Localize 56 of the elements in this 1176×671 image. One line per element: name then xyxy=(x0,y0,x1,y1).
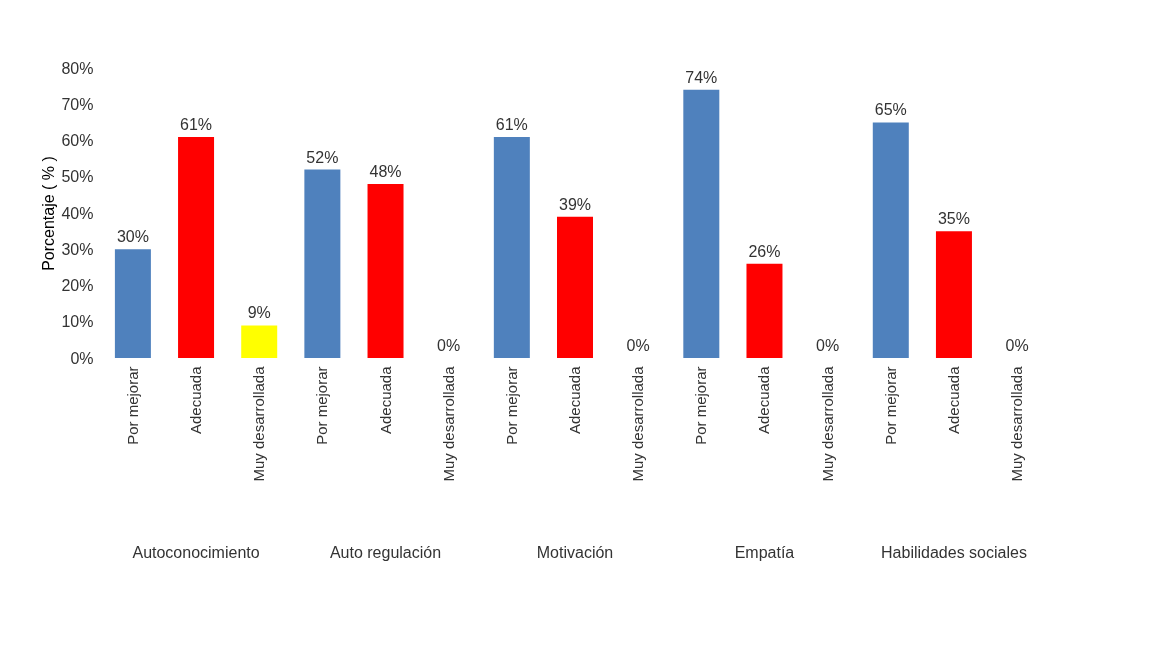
bar xyxy=(241,325,278,358)
data-label: 65% xyxy=(874,101,907,119)
bar xyxy=(935,231,972,358)
x-tick-label: Por mejorar xyxy=(692,366,710,445)
data-label: 61% xyxy=(495,115,528,133)
y-tick-label: 10% xyxy=(61,313,94,331)
x-tick-label: Adecuada xyxy=(755,365,773,435)
x-tick-label: Por mejorar xyxy=(881,366,899,445)
text: Auto regulación xyxy=(329,544,442,561)
y-tick-label: 20% xyxy=(61,277,94,294)
text: Habilidades sociales xyxy=(881,544,1027,561)
text: Autoconocimiento xyxy=(132,544,260,561)
x-tick-label: Por mejorar xyxy=(502,366,520,445)
y-tick-label: 60% xyxy=(61,132,94,149)
bar xyxy=(746,263,783,358)
y-tick-label: 50% xyxy=(61,168,94,186)
x-tick-label: Muy desarrollada xyxy=(250,365,268,482)
x-tick-label: Muy desarrollada xyxy=(439,365,457,482)
y-axis-title: Porcentaje ( % ) xyxy=(40,156,58,271)
x-tick-label: Adecuada xyxy=(187,365,205,435)
data-label: 48% xyxy=(369,163,402,180)
data-label: 52% xyxy=(306,148,339,166)
y-tick-label: 30% xyxy=(61,240,94,258)
y-tick-label: 40% xyxy=(61,204,94,222)
data-label: 30% xyxy=(116,228,149,246)
data-label: 61% xyxy=(180,115,213,133)
bar xyxy=(178,136,215,358)
bar xyxy=(872,122,909,358)
bar xyxy=(557,216,593,358)
y-tick-label: 70% xyxy=(61,95,94,113)
y-tick-label: 0% xyxy=(70,349,94,367)
bar xyxy=(367,184,404,358)
data-label: 35% xyxy=(937,210,970,228)
x-tick-label: Muy desarrollada xyxy=(818,365,836,482)
x-tick-label: Muy desarrollada xyxy=(1008,365,1026,482)
x-tick-label: Adecuada xyxy=(376,365,394,435)
x-tick-label: Adecuada xyxy=(566,365,583,435)
bar xyxy=(114,249,151,358)
data-label: 39% xyxy=(558,195,592,213)
x-tick-label: Por mejorar xyxy=(123,366,141,445)
bar xyxy=(493,136,530,358)
x-tick-label: Muy desarrollada xyxy=(629,365,647,482)
bar xyxy=(683,89,720,358)
data-label: 0% xyxy=(626,337,650,354)
y-tick-label: 80% xyxy=(61,59,94,77)
data-label: 9% xyxy=(247,304,271,322)
bar xyxy=(304,169,341,358)
data-label: 74% xyxy=(685,68,718,86)
x-tick-label: Adecuada xyxy=(944,365,962,435)
data-label: 26% xyxy=(748,242,781,260)
data-label: 0% xyxy=(816,337,840,354)
data-label: 0% xyxy=(437,337,461,354)
data-label: 0% xyxy=(1005,337,1029,354)
x-tick-label: Por mejorar xyxy=(313,366,331,445)
text: Motivación xyxy=(536,544,614,561)
text: Empatía xyxy=(734,544,795,561)
